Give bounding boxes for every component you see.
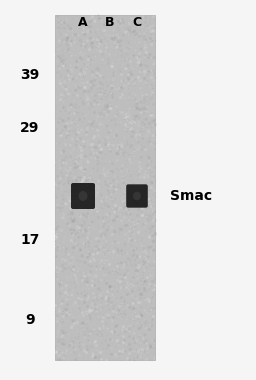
Ellipse shape — [79, 191, 88, 201]
Text: B: B — [105, 16, 115, 28]
Text: 17: 17 — [20, 233, 40, 247]
Text: A: A — [78, 16, 88, 28]
Text: 9: 9 — [25, 313, 35, 327]
FancyBboxPatch shape — [71, 183, 95, 209]
FancyBboxPatch shape — [126, 184, 148, 208]
Text: Smac: Smac — [170, 189, 212, 203]
Text: 39: 39 — [20, 68, 40, 82]
Ellipse shape — [133, 192, 141, 200]
Text: 29: 29 — [20, 121, 40, 135]
Bar — [55, 15, 155, 360]
Text: C: C — [132, 16, 142, 28]
